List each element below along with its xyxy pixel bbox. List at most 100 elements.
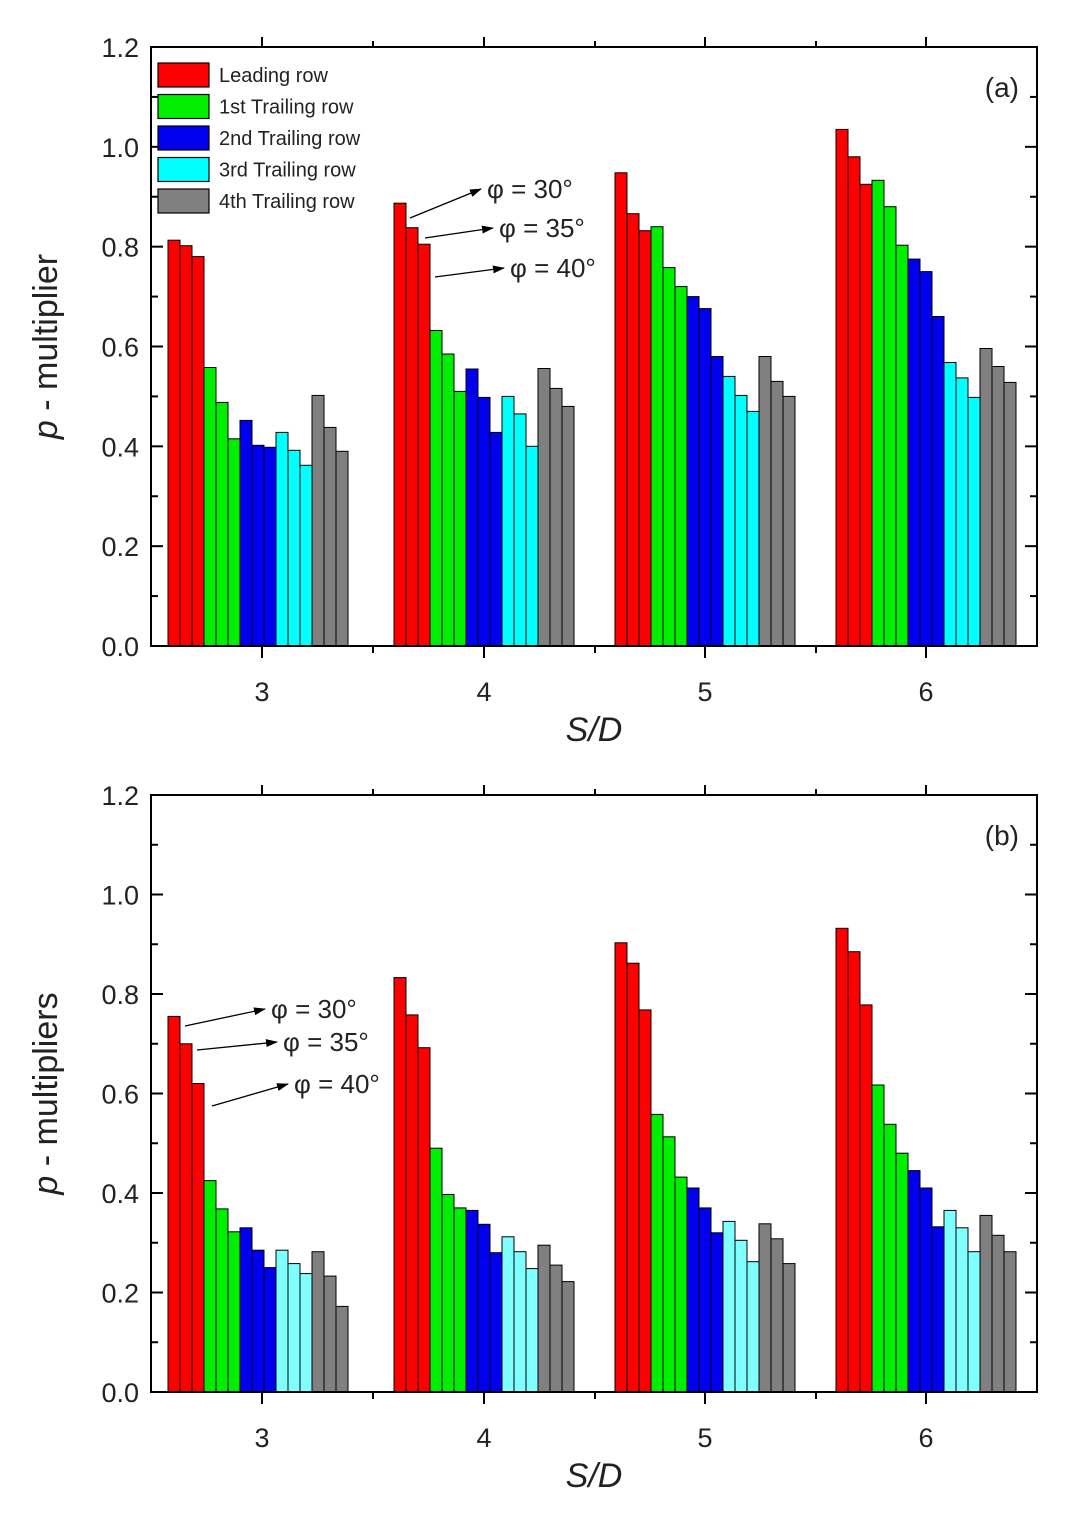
bar-2nd-trailing-row-sd5-2 xyxy=(698,1207,712,1393)
bar-1st-trailing-row-sd3-3 xyxy=(227,1231,241,1393)
x-tick-label: 6 xyxy=(918,1423,933,1453)
bar-3rd-trailing-row-sd4-1 xyxy=(501,1236,515,1393)
bar-3rd-trailing-row-sd5-3 xyxy=(746,1261,760,1393)
bar-3rd-trailing-row-sd4-1 xyxy=(501,395,515,647)
bar-1st-trailing-row-sd5-1 xyxy=(650,1113,664,1393)
annotation-arrow xyxy=(211,1083,289,1107)
y-tick-label: 0.2 xyxy=(101,532,139,562)
bar-2nd-trailing-row-sd4-1 xyxy=(465,368,479,647)
bar-1st-trailing-row-sd6-1 xyxy=(871,1084,885,1393)
annotation-phi-3: φ = 40° xyxy=(510,253,596,283)
bar-1st-trailing-row-sd3-1 xyxy=(203,1180,217,1393)
annotation-arrow xyxy=(434,265,505,278)
bar-1st-trailing-row-sd4-3 xyxy=(453,1207,467,1393)
bar-2nd-trailing-row-sd4-2 xyxy=(477,396,491,647)
bar-3rd-trailing-row-sd5-2 xyxy=(734,1239,748,1393)
bar-3rd-trailing-row-sd5-2 xyxy=(734,394,748,647)
bar-1st-trailing-row-sd3-3 xyxy=(227,438,241,647)
legend-label-leading-row: Leading row xyxy=(219,65,329,87)
bar-3rd-trailing-row-sd5-3 xyxy=(746,410,760,647)
bar-leading-row-sd6-2 xyxy=(847,951,861,1393)
bar-2nd-trailing-row-sd5-3 xyxy=(710,1232,724,1393)
bar-2nd-trailing-row-sd4-3 xyxy=(489,431,503,647)
legend-swatch-2nd-trailing-row xyxy=(157,125,210,151)
bar-4th-trailing-row-sd6-2 xyxy=(991,366,1005,647)
x-tick-label: 3 xyxy=(254,677,269,707)
bar-4th-trailing-row-sd4-2 xyxy=(549,387,563,647)
bar-1st-trailing-row-sd4-3 xyxy=(453,390,467,647)
x-tick-label: 3 xyxy=(254,1423,269,1453)
bar-1st-trailing-row-sd6-3 xyxy=(895,1152,909,1393)
bar-4th-trailing-row-sd3-1 xyxy=(311,394,325,647)
bar-2nd-trailing-row-sd5-3 xyxy=(710,356,724,647)
bar-4th-trailing-row-sd3-3 xyxy=(335,1305,349,1393)
bar-3rd-trailing-row-sd3-2 xyxy=(287,449,301,647)
bar-leading-row-sd5-2 xyxy=(626,213,640,647)
bar-3rd-trailing-row-sd3-1 xyxy=(275,431,289,647)
bar-leading-row-sd4-3 xyxy=(417,1047,431,1393)
chart-panel-a: 0.0 0.2 0.4 0.6 0.8 1.0 1.2 3 4 5 6 S/D p - multipli… xyxy=(27,33,1038,749)
annotation-phi-1: φ = 30° xyxy=(487,174,573,204)
bar-4th-trailing-row-sd5-3 xyxy=(782,395,796,647)
y-tick-label: 0.0 xyxy=(101,1378,139,1408)
bar-leading-row-sd6-2 xyxy=(847,156,861,647)
bar-2nd-trailing-row-sd3-1 xyxy=(239,419,253,647)
x-axis-title: S/D xyxy=(566,711,623,749)
bar-3rd-trailing-row-sd6-2 xyxy=(955,377,969,647)
bar-1st-trailing-row-sd5-1 xyxy=(650,226,664,647)
bar-3rd-trailing-row-sd3-3 xyxy=(299,1273,313,1393)
bar-leading-row-sd5-3 xyxy=(638,230,652,647)
bar-3rd-trailing-row-sd6-2 xyxy=(955,1227,969,1393)
bar-2nd-trailing-row-sd6-3 xyxy=(931,316,945,647)
bar-3rd-trailing-row-sd6-3 xyxy=(967,396,981,647)
bar-1st-trailing-row-sd5-2 xyxy=(662,267,676,647)
bar-3rd-trailing-row-sd4-3 xyxy=(525,445,539,647)
bar-leading-row-sd6-3 xyxy=(859,183,873,647)
bar-leading-row-sd3-2 xyxy=(179,1043,193,1393)
bar-3rd-trailing-row-sd4-2 xyxy=(513,413,527,647)
bar-leading-row-sd3-3 xyxy=(191,1083,205,1393)
bar-1st-trailing-row-sd3-1 xyxy=(203,367,217,647)
legend-label-4th-trailing-row: 4th Trailing row xyxy=(219,191,355,213)
y-axis-title-rest: - multiplier xyxy=(27,254,65,420)
bar-3rd-trailing-row-sd6-3 xyxy=(967,1251,981,1393)
bar-2nd-trailing-row-sd6-1 xyxy=(907,258,921,647)
bar-2nd-trailing-row-sd3-2 xyxy=(251,444,265,647)
bar-3rd-trailing-row-sd6-1 xyxy=(943,362,957,647)
y-tick-label: 0.2 xyxy=(101,1279,139,1309)
bar-4th-trailing-row-sd6-2 xyxy=(991,1234,1005,1393)
legend-swatch-3rd-trailing-row xyxy=(157,156,210,183)
bar-4th-trailing-row-sd5-2 xyxy=(770,1238,784,1393)
annotation-arrow xyxy=(196,1039,278,1051)
y-axis-title: p - multipliers xyxy=(27,992,65,1195)
legend-swatch-4th-trailing-row xyxy=(157,188,210,214)
y-axis-title-italic: p xyxy=(27,1176,65,1196)
annotation-arrow xyxy=(184,1007,266,1027)
bar-leading-row-sd5-1 xyxy=(614,172,628,647)
x-tick-label: 5 xyxy=(697,677,712,707)
bar-leading-row-sd3-3 xyxy=(191,256,205,647)
bar-1st-trailing-row-sd4-1 xyxy=(429,1147,443,1393)
legend-swatch-leading-row xyxy=(157,62,210,88)
annotation-phi-2: φ = 35° xyxy=(283,1027,369,1057)
bar-2nd-trailing-row-sd6-3 xyxy=(931,1226,945,1393)
y-tick-label: 1.2 xyxy=(101,781,139,811)
bar-4th-trailing-row-sd3-2 xyxy=(323,426,337,647)
bar-2nd-trailing-row-sd3-2 xyxy=(251,1249,265,1393)
bar-1st-trailing-row-sd3-2 xyxy=(215,401,229,647)
bar-leading-row-sd4-1 xyxy=(393,202,407,647)
x-tick-label: 4 xyxy=(476,1423,491,1453)
bar-2nd-trailing-row-sd5-2 xyxy=(698,308,712,647)
bar-leading-row-sd5-1 xyxy=(614,942,628,1393)
bar-1st-trailing-row-sd4-2 xyxy=(441,353,455,647)
bar-leading-row-sd4-2 xyxy=(405,227,419,647)
legend-label-2nd-trailing-row: 2nd Trailing row xyxy=(219,128,361,150)
bar-3rd-trailing-row-sd4-3 xyxy=(525,1268,539,1393)
panel-label: (a) xyxy=(985,72,1019,103)
bar-4th-trailing-row-sd6-1 xyxy=(979,348,993,647)
bar-4th-trailing-row-sd5-1 xyxy=(758,356,772,647)
bar-1st-trailing-row-sd6-2 xyxy=(883,206,897,647)
x-tick-label: 4 xyxy=(476,677,491,707)
y-tick-label: 1.0 xyxy=(101,881,139,911)
